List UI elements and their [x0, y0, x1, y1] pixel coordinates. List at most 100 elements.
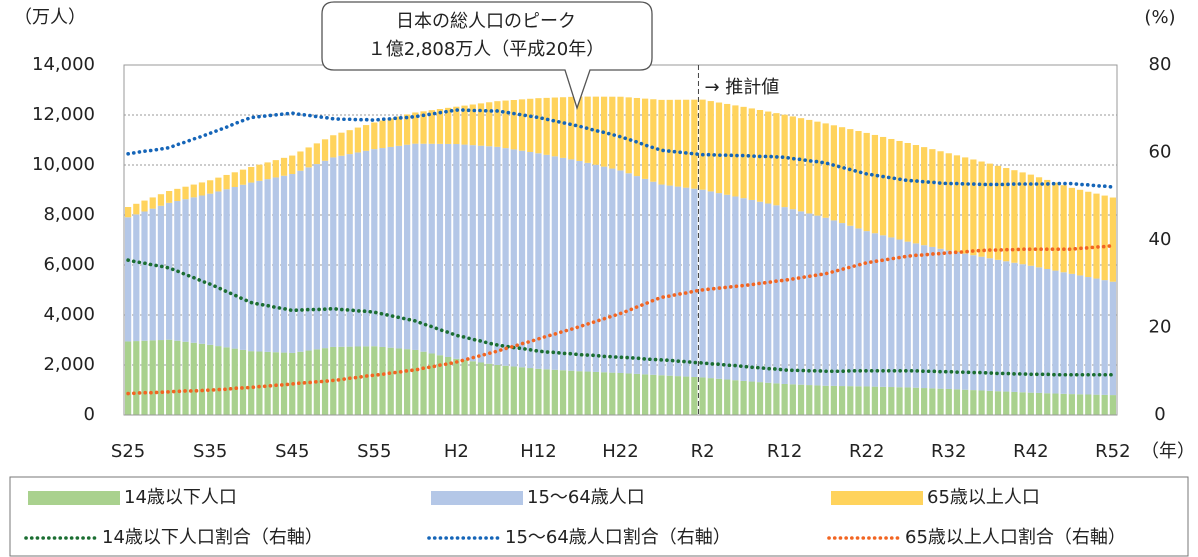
bar — [986, 390, 993, 415]
bar — [650, 181, 657, 375]
bar — [896, 140, 903, 240]
bar — [215, 191, 222, 347]
bar — [420, 143, 427, 352]
bar — [477, 103, 485, 146]
bar — [543, 154, 550, 370]
bar — [748, 108, 755, 200]
bar — [198, 343, 206, 415]
bar — [141, 340, 148, 415]
bar — [346, 130, 353, 155]
bar — [494, 146, 501, 365]
bar — [166, 202, 173, 340]
bar — [1109, 281, 1117, 396]
x-tick-label: S45 — [275, 441, 309, 462]
bar — [124, 207, 132, 218]
y-tick-label: 0 — [84, 404, 95, 425]
bar — [1060, 393, 1067, 415]
bar — [863, 386, 870, 415]
bar — [1003, 261, 1010, 392]
bar — [445, 143, 452, 357]
bar — [1027, 174, 1034, 266]
bar — [264, 162, 271, 180]
bar — [436, 109, 444, 144]
bar — [1068, 187, 1075, 274]
x-tick-label: R52 — [1095, 441, 1130, 462]
bar — [1035, 392, 1043, 415]
bar — [469, 361, 476, 415]
bar — [395, 116, 403, 146]
bar — [1035, 177, 1043, 268]
bar — [1060, 185, 1067, 273]
bar — [633, 176, 641, 374]
bar — [469, 104, 476, 146]
bar — [535, 153, 542, 369]
bar — [1019, 172, 1026, 265]
bar — [994, 391, 1002, 415]
bar — [814, 215, 821, 386]
bar — [724, 103, 731, 195]
bar — [354, 127, 362, 153]
bar — [576, 160, 583, 372]
bar — [609, 168, 616, 373]
bar — [280, 352, 288, 415]
annotation: → 推計値 — [704, 77, 779, 98]
bar — [962, 157, 969, 254]
bar — [756, 201, 764, 383]
bar — [371, 346, 378, 415]
y-tick-label: 6,000 — [43, 254, 95, 275]
bar — [338, 346, 345, 415]
y2-tick-label: 40 — [1149, 229, 1172, 250]
bar — [871, 386, 879, 415]
x-tick-label: R22 — [849, 441, 884, 462]
bar — [280, 157, 288, 176]
bar — [551, 156, 558, 370]
bar — [436, 143, 444, 356]
bar — [699, 377, 706, 415]
bar — [502, 148, 509, 366]
bar — [231, 348, 238, 415]
bar — [445, 357, 452, 415]
x-tick-label: H22 — [602, 441, 638, 462]
line-series — [126, 243, 1115, 396]
bar — [953, 155, 961, 253]
bar — [978, 161, 985, 257]
bar — [781, 207, 788, 384]
bar — [371, 149, 378, 347]
bar — [321, 348, 329, 415]
bar — [715, 193, 723, 379]
y2-axis-unit: (%) — [1144, 7, 1175, 28]
bar — [707, 101, 714, 192]
bar — [584, 96, 591, 163]
bar — [855, 228, 862, 387]
bar — [650, 374, 657, 415]
bar — [937, 388, 944, 415]
bar — [404, 114, 411, 145]
bar — [855, 386, 862, 415]
bar — [535, 368, 542, 415]
bar — [732, 105, 739, 197]
bar — [149, 208, 156, 341]
bar — [830, 385, 837, 415]
bar — [970, 255, 977, 391]
bar — [797, 384, 805, 415]
bar — [157, 340, 165, 415]
bar — [264, 179, 271, 352]
bar — [445, 107, 452, 144]
bar — [773, 205, 780, 384]
bar — [256, 351, 263, 415]
bar — [395, 145, 403, 349]
bar — [806, 385, 813, 415]
bar — [617, 96, 624, 171]
bar — [223, 189, 230, 348]
bar — [814, 121, 821, 216]
bar — [576, 96, 583, 161]
bar — [674, 186, 682, 377]
bar — [1052, 270, 1059, 394]
bar — [297, 170, 304, 352]
bar — [313, 143, 320, 165]
bar — [806, 213, 813, 386]
bar — [658, 375, 665, 415]
bar — [182, 199, 189, 342]
bar — [765, 382, 772, 415]
bar — [461, 360, 468, 415]
